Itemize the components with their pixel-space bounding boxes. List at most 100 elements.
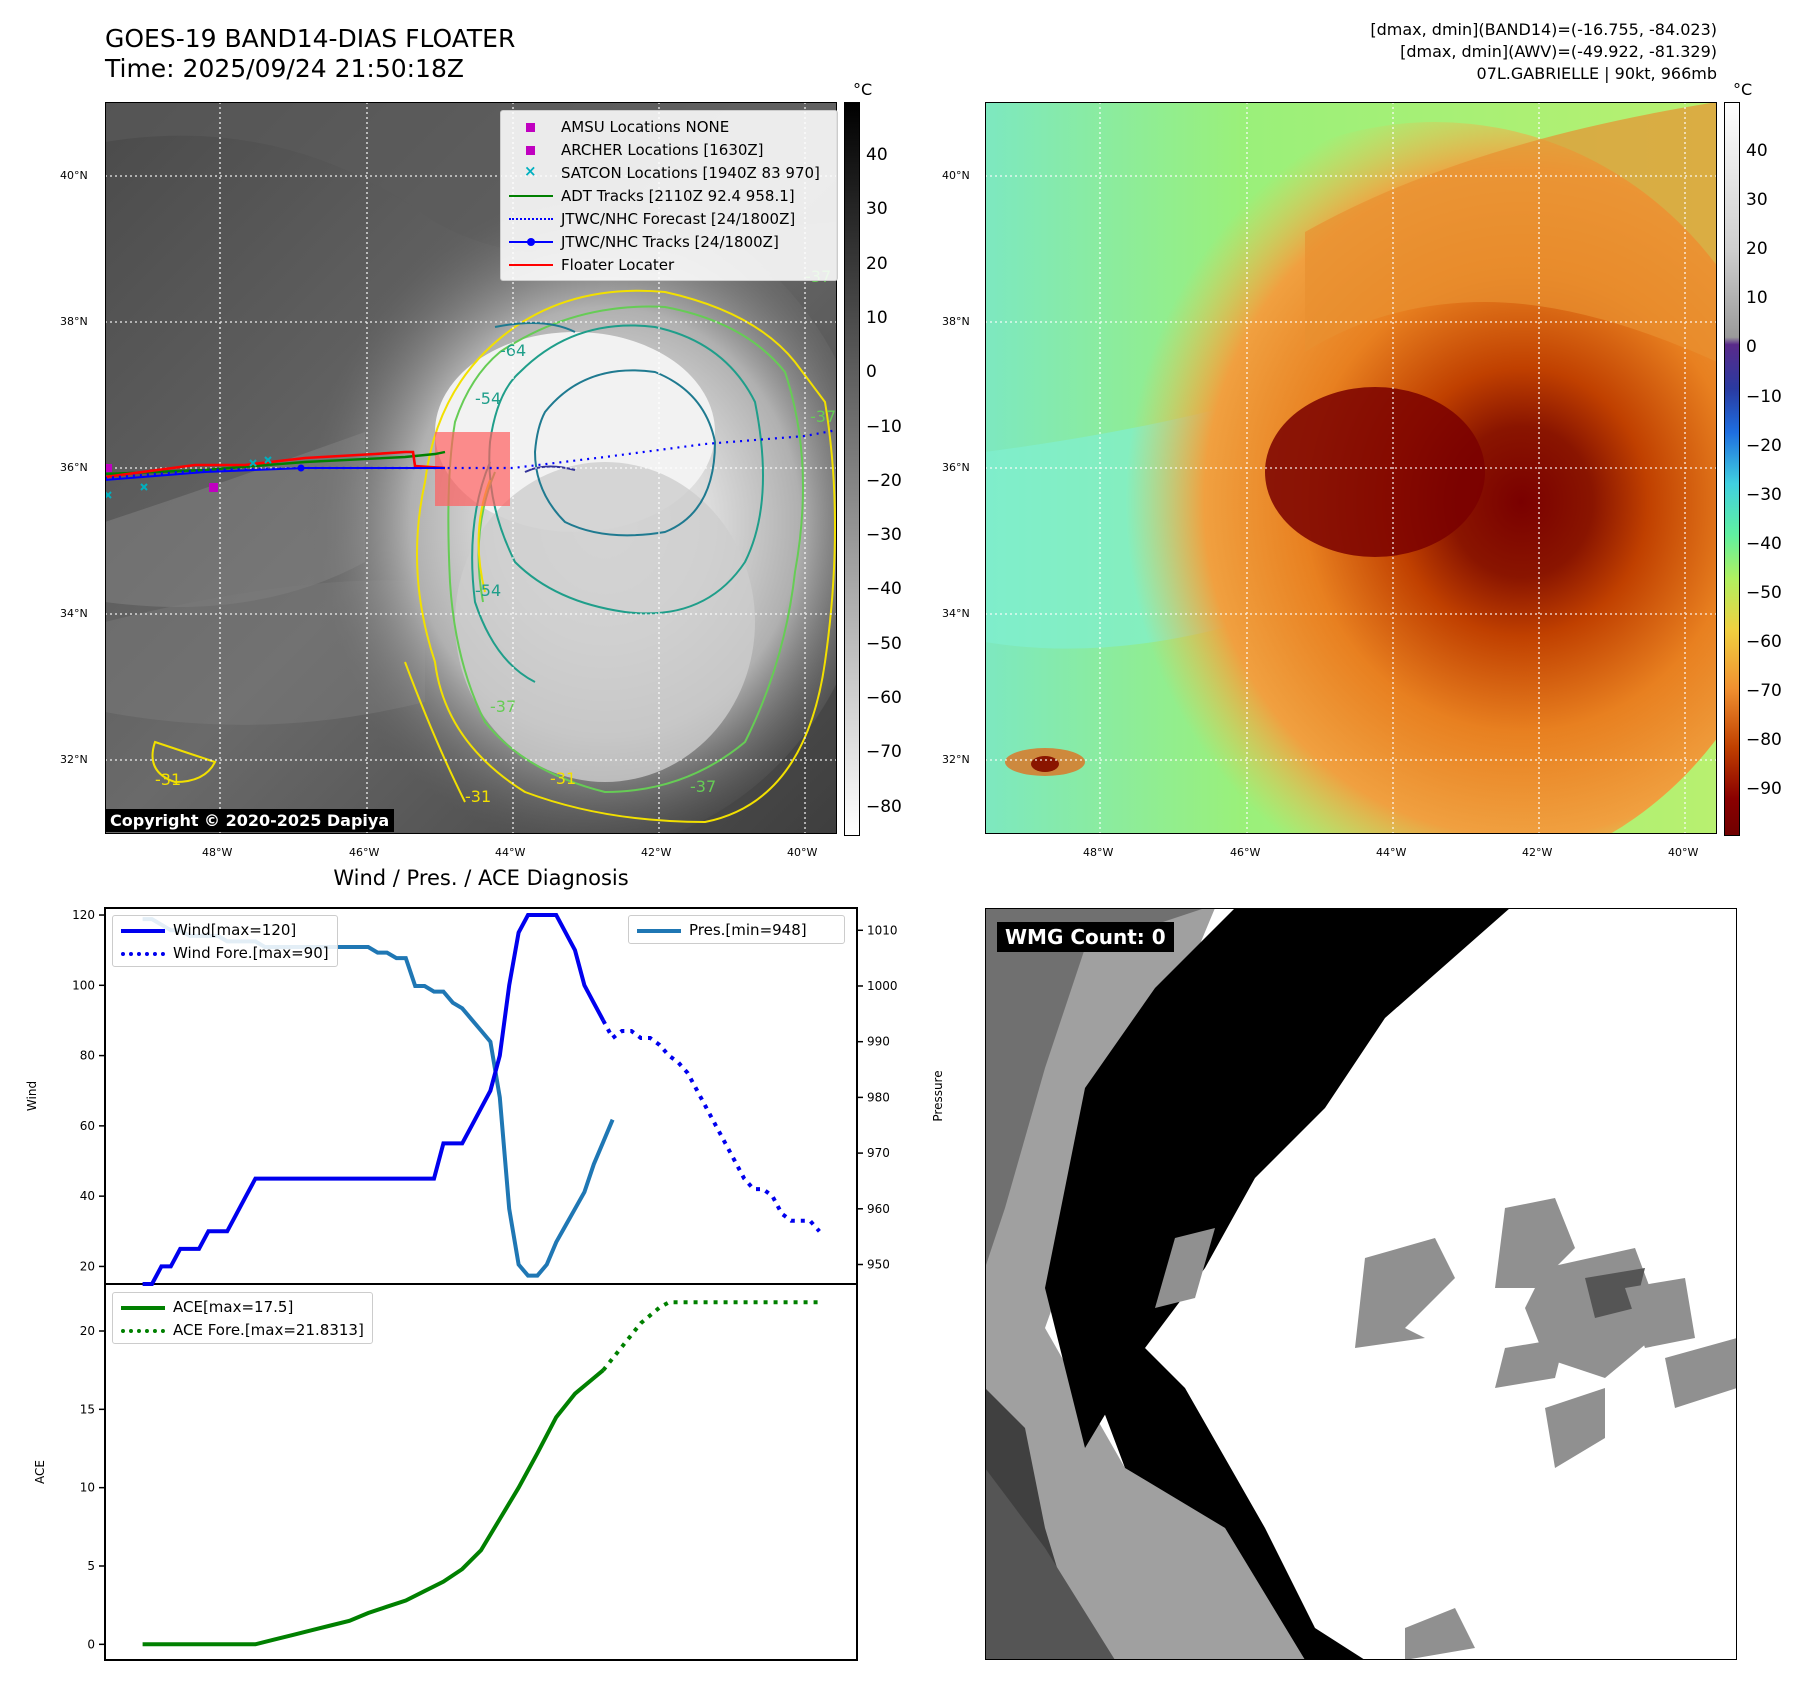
pressure-line	[142, 917, 615, 1278]
legend-label: Floater Locater	[561, 255, 675, 274]
colorbar-tick-label: 0	[1746, 337, 1757, 358]
legend-wind: Wind[max=120]	[121, 918, 329, 941]
legend-item: JTWC/NHC Forecast [24/1800Z]	[509, 207, 829, 230]
colorbar-tick-label: −80	[1746, 730, 1782, 751]
legend-item: AMSU Locations NONE	[509, 115, 829, 138]
colorbar-tick-label: 40	[1746, 141, 1768, 161]
colorbar-gray-unit: °C	[853, 80, 873, 99]
colorbar-tick-label: −60	[1746, 632, 1782, 652]
ace-tick-label: 10	[80, 1481, 95, 1495]
ace-axes	[104, 1283, 858, 1661]
colorbar-gray	[844, 102, 860, 836]
ace-line	[142, 1368, 605, 1647]
colorbar-tick-label: −20	[1746, 435, 1782, 456]
pressure-tick-label: 990	[867, 1035, 890, 1049]
legend-label: ADT Tracks [2110Z 92.4 958.1]	[561, 186, 795, 205]
wind-axis-label: Wind	[25, 1081, 39, 1111]
ir-map-panel: -64 -54 -54 -37 -37 -37 -37 -31 -31 -31	[104, 101, 875, 852]
contour-label: -31	[550, 769, 576, 788]
satcon-locations	[104, 456, 272, 499]
colorbar-tick-label: 10	[1746, 288, 1768, 309]
lon-label: 40°W	[787, 846, 818, 859]
contour-label: -54	[475, 581, 501, 600]
lon-label: 46°W	[349, 846, 380, 859]
wind-forecast-line	[601, 1019, 821, 1233]
contour-label: -37	[490, 697, 516, 716]
contour-label: -31	[155, 770, 181, 789]
wind-tick-label: 40	[80, 1189, 95, 1203]
colorbar-tick-label: 40	[866, 145, 888, 165]
colorbar-tick-label: 20	[1746, 239, 1768, 260]
lat-label: 38°N	[60, 315, 88, 328]
title-line-2: Time: 2025/09/24 21:50:18Z	[105, 54, 464, 83]
legend-item: ADT Tracks [2110Z 92.4 958.1]	[509, 184, 829, 207]
lon-label: 44°W	[495, 846, 526, 859]
legend-ace: ACE[max=17.5]	[121, 1295, 364, 1318]
legend-label: ARCHER Locations [1630Z]	[561, 140, 764, 159]
colorbar-tick-label: −50	[1746, 582, 1782, 603]
archer-location	[105, 464, 112, 472]
legend-item: JTWC/NHC Tracks [24/1800Z]	[509, 230, 829, 253]
lon-label: 46°W	[1230, 846, 1261, 859]
colorbar-tick-label: −90	[1746, 779, 1782, 800]
colorbar-color	[1724, 102, 1740, 836]
jtwc-track	[104, 467, 445, 481]
forecast-track	[104, 428, 838, 480]
jtwc-track-point	[297, 464, 305, 472]
contour-label: -37	[690, 777, 716, 796]
colorbar-tick-label: 30	[1746, 190, 1768, 211]
lat-label: 32°N	[60, 753, 88, 766]
colorbar-color-unit: °C	[1733, 80, 1753, 99]
wmg-count-label: WMG Count: 0	[997, 922, 1174, 952]
wind-tick-label: 120	[72, 908, 95, 922]
legend-symbol	[509, 258, 553, 272]
wmg-panel: WMG Count: 0	[984, 907, 1738, 1661]
info-line-1: [dmax, dmin](BAND14)=(-16.755, -84.023)	[1370, 20, 1717, 39]
legend-pressure: Pres.[min=948]	[637, 918, 836, 941]
floater-box	[435, 432, 510, 506]
lat-label: 36°N	[942, 461, 970, 474]
lon-label: 42°W	[641, 846, 672, 859]
legend-item: ARCHER Locations [1630Z]	[509, 138, 829, 161]
pressure-tick-label: 970	[867, 1146, 890, 1160]
lat-label: 32°N	[942, 753, 970, 766]
contour-label: -64	[500, 341, 526, 360]
legend-wind-forecast: Wind Fore.[max=90]	[121, 941, 329, 964]
legend-label: JTWC/NHC Forecast [24/1800Z]	[561, 209, 796, 228]
copyright-label: Copyright © 2020-2025 Dapiya	[105, 809, 395, 832]
lat-label: 40°N	[942, 169, 970, 182]
ace-tick-label: 20	[80, 1324, 95, 1338]
info-line-3: 07L.GABRIELLE | 90kt, 966mb	[1476, 64, 1717, 83]
colorbar-tick-label: 0	[866, 362, 877, 383]
colorbar-tick-label: 30	[866, 199, 888, 220]
pressure-tick-label: 1010	[867, 923, 898, 937]
title-line-1: GOES-19 BAND14-DIAS FLOATER	[105, 24, 516, 53]
lat-label: 40°N	[60, 169, 88, 182]
adt-track	[104, 450, 446, 476]
legend-ace-forecast: ACE Fore.[max=21.8313]	[121, 1318, 364, 1341]
lon-label: 48°W	[1083, 846, 1114, 859]
lat-label: 36°N	[60, 461, 88, 474]
legend-item: Floater Locater	[509, 253, 829, 276]
colorbar-tick-label: −40	[1746, 533, 1782, 554]
legend-symbol	[509, 235, 553, 249]
legend-symbol	[509, 143, 553, 157]
lon-label: 48°W	[202, 846, 233, 859]
color-map-image	[984, 101, 1795, 882]
colorbar-tick-label: 10	[866, 307, 888, 328]
pressure-legend: Pres.[min=948]	[628, 915, 845, 944]
colorbar-tick-label: −20	[866, 470, 902, 491]
ace-tick-label: 0	[87, 1637, 95, 1651]
legend-symbol	[509, 120, 553, 134]
wind-legend: Wind[max=120] Wind Fore.[max=90]	[112, 915, 338, 967]
pressure-tick-label: 950	[867, 1258, 890, 1272]
colorbar-tick-label: 20	[866, 253, 888, 274]
legend-label: JTWC/NHC Tracks [24/1800Z]	[561, 232, 779, 251]
colorbar-tick-label: −10	[1746, 386, 1782, 407]
pressure-tick-label: 960	[867, 1202, 890, 1216]
wind-tick-label: 100	[72, 978, 95, 992]
ace-legend: ACE[max=17.5] ACE Fore.[max=21.8313]	[112, 1292, 373, 1344]
lat-label: 38°N	[942, 315, 970, 328]
diagnosis-title: Wind / Pres. / ACE Diagnosis	[333, 866, 629, 890]
legend-symbol	[509, 212, 553, 226]
